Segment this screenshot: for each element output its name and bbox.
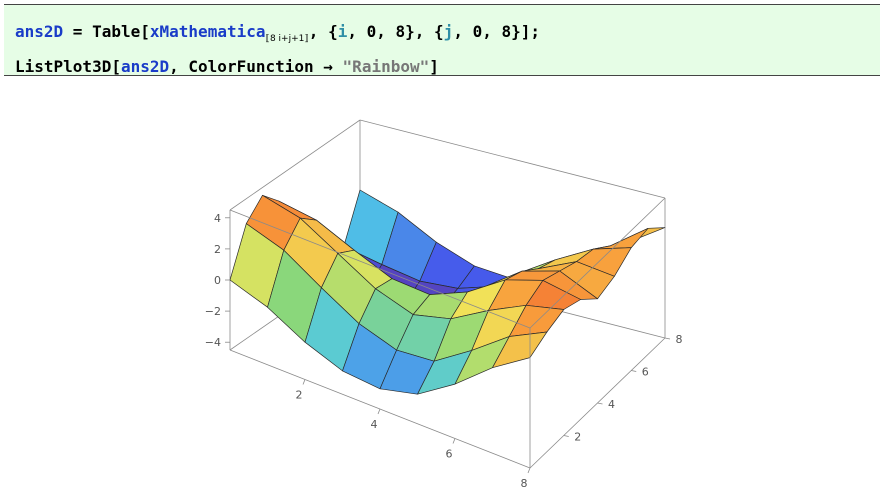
x-tick bbox=[527, 467, 531, 474]
string-rainbow: "Rainbow" bbox=[342, 57, 430, 76]
x-tick-label: 4 bbox=[371, 418, 378, 431]
fn-table: Table bbox=[92, 22, 141, 41]
box-edge bbox=[359, 119, 666, 199]
bracket-close: ] bbox=[429, 57, 439, 76]
box-edge bbox=[229, 209, 531, 329]
y-tick bbox=[631, 370, 637, 372]
rule-arrow: → bbox=[323, 57, 333, 76]
surface-cell bbox=[492, 331, 548, 369]
after-sub: , { bbox=[308, 22, 338, 41]
box-edge bbox=[529, 197, 666, 329]
bracket-open-2: [ bbox=[111, 57, 121, 76]
box-edge bbox=[229, 119, 361, 211]
y-tick-label: 8 bbox=[676, 333, 683, 346]
y-tick-label: 6 bbox=[642, 366, 649, 379]
x-tick-label: 8 bbox=[521, 477, 528, 490]
x-tick bbox=[302, 379, 306, 385]
space bbox=[333, 57, 343, 76]
z-tick-label: −4 bbox=[205, 336, 221, 349]
op-set: = bbox=[63, 22, 93, 41]
var-ans2d: ans2D bbox=[15, 22, 64, 41]
y-tick bbox=[563, 435, 569, 437]
z-tick-label: 0 bbox=[214, 274, 221, 287]
fn-listplot3d: ListPlot3D bbox=[15, 57, 112, 76]
z-tick-label: 4 bbox=[214, 212, 221, 225]
z-tick-label: 2 bbox=[214, 243, 221, 256]
surface-mesh bbox=[229, 189, 666, 395]
y-tick-label: 2 bbox=[574, 431, 581, 444]
surface-plot-3d[interactable]: 2 4 6 8 2 4 6 8 4 2 0 −2 −4 bbox=[0, 80, 886, 491]
part-subscript: ⟦8 i+j+1⟧ bbox=[265, 34, 309, 44]
plot-output[interactable]: 2 4 6 8 2 4 6 8 4 2 0 −2 −4 bbox=[0, 80, 886, 491]
arg-ans2d: ans2D bbox=[120, 57, 170, 76]
code-line-1: ans2D = Table[xMathematica⟦8 i+j+1⟧, {i,… bbox=[15, 18, 880, 53]
option-colorfunction: , ColorFunction bbox=[169, 57, 324, 76]
axis-ticks: 2 4 6 8 2 4 6 8 4 2 0 −2 −4 bbox=[205, 212, 683, 490]
z-tick-label: −2 bbox=[205, 305, 221, 318]
iter-i: i bbox=[337, 22, 348, 41]
bracket-open: [ bbox=[140, 22, 150, 41]
input-cell[interactable]: ans2D = Table[xMathematica⟦8 i+j+1⟧, {i,… bbox=[4, 4, 880, 76]
range-j: , 0, 8}]; bbox=[453, 22, 541, 41]
y-tick bbox=[597, 402, 603, 405]
x-tick bbox=[377, 408, 381, 415]
y-tick bbox=[664, 337, 671, 340]
x-tick-label: 2 bbox=[296, 389, 303, 402]
fn-xmathematica: xMathematica bbox=[149, 22, 266, 41]
iter-j: j bbox=[443, 22, 454, 41]
code-line-2: ListPlot3D[ans2D, ColorFunction → "Rainb… bbox=[15, 53, 880, 80]
surface-cell bbox=[592, 227, 649, 250]
x-tick bbox=[452, 438, 456, 444]
range-i: , 0, 8}, { bbox=[347, 22, 444, 41]
y-tick-label: 4 bbox=[608, 398, 615, 411]
x-tick-label: 6 bbox=[446, 448, 453, 461]
